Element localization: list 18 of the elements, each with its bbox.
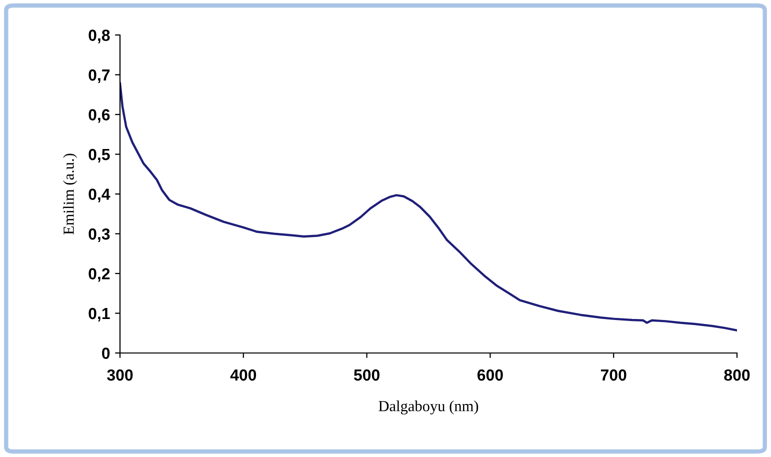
x-axis-title: Dalgaboyu (nm) — [378, 400, 478, 414]
x-tick-label: 600 — [477, 369, 503, 381]
y-tick-label: 0,8 — [88, 30, 110, 44]
x-tick-label: 800 — [724, 369, 750, 381]
y-tick-label: 0,7 — [88, 69, 110, 84]
y-tick-label: 0,6 — [88, 109, 110, 123]
y-tick-label: 0,4 — [88, 188, 110, 202]
x-tick-label: 300 — [107, 369, 133, 381]
y-tick-label: 0,2 — [88, 268, 110, 282]
y-axis-title: Emilim (a.u.) — [63, 154, 77, 235]
y-tick-label: 0,3 — [88, 228, 110, 242]
line-series — [120, 82, 737, 332]
y-tick-label: 0 — [102, 348, 110, 359]
y-tick-label: 0,1 — [88, 308, 110, 322]
x-tick-label: 400 — [230, 369, 256, 381]
y-tick-label: 0,5 — [88, 148, 110, 163]
x-tick-label: 700 — [600, 369, 626, 381]
x-tick-label: 500 — [354, 369, 380, 381]
